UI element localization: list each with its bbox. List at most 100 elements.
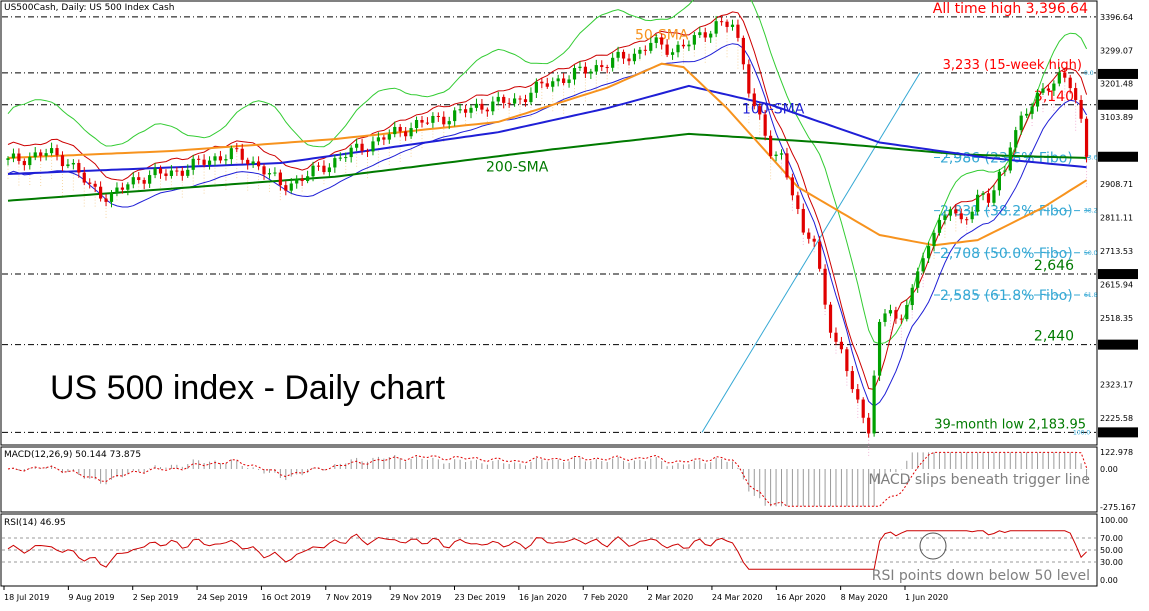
candle-body bbox=[126, 184, 130, 190]
fib-ratio: 23.6 bbox=[1084, 155, 1098, 162]
candle-body bbox=[431, 115, 435, 123]
candle-body bbox=[66, 164, 70, 167]
candle-body bbox=[736, 24, 740, 38]
price-axis-label: 2323.17 bbox=[1100, 381, 1133, 390]
candle-body bbox=[834, 332, 838, 342]
rsi-annotation: RSI points down below 50 level bbox=[872, 568, 1090, 584]
candle-body bbox=[409, 128, 413, 137]
price-axis-label: 3396.64 bbox=[1100, 13, 1133, 22]
candle-body bbox=[812, 238, 816, 242]
candle-body bbox=[93, 183, 97, 187]
candle-body bbox=[954, 209, 958, 214]
candle-body bbox=[818, 241, 822, 269]
candle-body bbox=[148, 175, 152, 184]
candle-body bbox=[213, 156, 217, 161]
candle-body bbox=[670, 52, 675, 55]
candle-body bbox=[687, 44, 691, 47]
candle-body bbox=[360, 143, 364, 151]
symbol-header: US500Cash, Daily: US 500 Index Cash bbox=[4, 3, 174, 13]
fib-ratio: 0.0 bbox=[1084, 70, 1094, 77]
candle-body bbox=[28, 157, 32, 166]
fib-label: 2,708 (50.0% Fibo) bbox=[940, 246, 1073, 262]
candle-body bbox=[224, 159, 228, 161]
price-axis-highlight bbox=[1098, 68, 1138, 79]
envelope-lines bbox=[7, 0, 1088, 407]
macd-panel-frame bbox=[0, 446, 1098, 513]
price-axis-label: 3103.89 bbox=[1100, 113, 1133, 122]
candle-body bbox=[725, 21, 729, 27]
candle-body bbox=[937, 219, 942, 233]
rsi-axis-label: 50.00 bbox=[1100, 546, 1123, 555]
candle-body bbox=[414, 119, 419, 129]
price-axis-label: 2183.95 bbox=[1100, 428, 1133, 437]
candle-body bbox=[115, 187, 119, 193]
candle-body bbox=[398, 126, 402, 132]
date-label: 1 Jun 2020 bbox=[905, 593, 948, 602]
candle-body bbox=[839, 341, 844, 350]
candle-body bbox=[338, 157, 342, 159]
candle-body bbox=[142, 180, 146, 184]
candle-body bbox=[322, 165, 326, 173]
candle-body bbox=[616, 51, 620, 58]
candle-body bbox=[235, 148, 239, 150]
date-label: 18 Jul 2019 bbox=[4, 593, 49, 602]
rsi-header: RSI(14) 46.95 bbox=[4, 518, 66, 528]
candle-body bbox=[649, 42, 653, 51]
price-axis-label: 3230.00 bbox=[1100, 70, 1133, 79]
macd-signal-line bbox=[7, 451, 1088, 507]
candle-body bbox=[436, 115, 440, 117]
candle-body bbox=[11, 153, 16, 159]
candle-body bbox=[562, 78, 566, 83]
candle-body bbox=[850, 371, 854, 390]
candle-body bbox=[790, 177, 795, 196]
candle-body bbox=[229, 148, 233, 160]
candle-body bbox=[39, 152, 43, 156]
candle-body bbox=[611, 57, 615, 68]
candle-body bbox=[164, 173, 168, 176]
macd-axis-label: -275.167 bbox=[1100, 503, 1136, 512]
candle-body bbox=[556, 78, 560, 82]
candle-body bbox=[796, 195, 800, 209]
candle-body bbox=[910, 287, 914, 306]
candle-body bbox=[752, 93, 756, 107]
rsi-axis-label: 100.00 bbox=[1100, 516, 1128, 525]
candle-body bbox=[785, 153, 789, 178]
price-axis-highlight bbox=[1098, 427, 1138, 438]
sma50-line bbox=[7, 62, 1088, 247]
candle-body bbox=[589, 71, 593, 74]
candle-body bbox=[180, 170, 184, 176]
red-envelope bbox=[7, 11, 1088, 390]
candle-body bbox=[1030, 106, 1034, 114]
candle-body bbox=[867, 417, 871, 434]
price-axis-label: 2225.58 bbox=[1100, 414, 1133, 423]
sma100-label: 100-SMA bbox=[742, 101, 805, 117]
candle-body bbox=[502, 96, 506, 103]
candle-body bbox=[959, 213, 963, 220]
candle-body bbox=[899, 318, 903, 320]
price-axis-label: 2988.33 bbox=[1100, 153, 1133, 162]
candle-body bbox=[774, 154, 778, 157]
candle-body bbox=[529, 92, 533, 103]
candle-body bbox=[82, 172, 86, 183]
candle-body bbox=[627, 58, 631, 62]
price-axis-label: 3299.07 bbox=[1100, 46, 1133, 55]
date-label: 2 Mar 2020 bbox=[648, 593, 694, 602]
candle-body bbox=[1084, 118, 1089, 157]
candle-body bbox=[801, 208, 805, 233]
date-label: 16 Jan 2020 bbox=[519, 593, 567, 602]
candle-body bbox=[480, 103, 484, 110]
candle-body bbox=[981, 193, 985, 195]
candle-body bbox=[698, 32, 702, 36]
candle-body bbox=[474, 103, 479, 108]
candle-body bbox=[986, 193, 991, 203]
price-axis-highlight bbox=[1098, 269, 1138, 280]
candle-body bbox=[169, 170, 174, 176]
candle-body bbox=[534, 81, 538, 93]
candle-body bbox=[894, 310, 898, 319]
candle-body bbox=[632, 53, 637, 62]
candle-body bbox=[638, 49, 642, 54]
candle-body bbox=[120, 187, 124, 190]
date-label: 23 Dec 2019 bbox=[455, 593, 506, 602]
candle-body bbox=[763, 114, 767, 136]
